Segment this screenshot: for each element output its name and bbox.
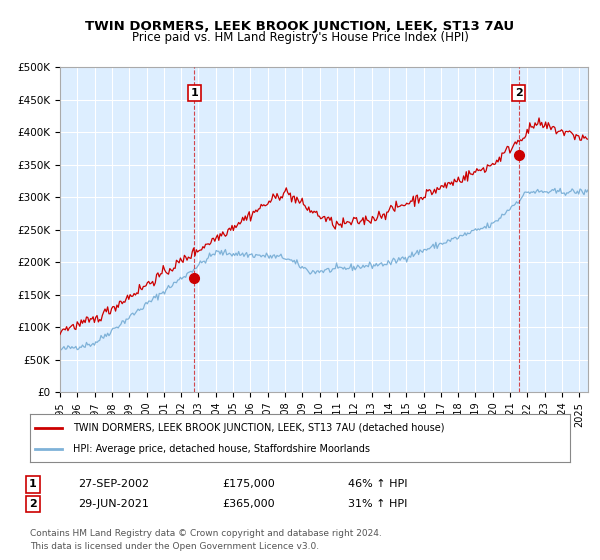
Text: 2: 2 [515,88,523,98]
Text: 2: 2 [29,499,37,509]
Text: 1: 1 [29,479,37,489]
Text: 29-JUN-2021: 29-JUN-2021 [78,499,149,509]
Text: 46% ↑ HPI: 46% ↑ HPI [348,479,407,489]
Text: TWIN DORMERS, LEEK BROOK JUNCTION, LEEK, ST13 7AU: TWIN DORMERS, LEEK BROOK JUNCTION, LEEK,… [85,20,515,32]
Text: HPI: Average price, detached house, Staffordshire Moorlands: HPI: Average price, detached house, Staf… [73,444,370,454]
Text: 31% ↑ HPI: 31% ↑ HPI [348,499,407,509]
Text: £365,000: £365,000 [222,499,275,509]
Text: 27-SEP-2002: 27-SEP-2002 [78,479,149,489]
Text: TWIN DORMERS, LEEK BROOK JUNCTION, LEEK, ST13 7AU (detached house): TWIN DORMERS, LEEK BROOK JUNCTION, LEEK,… [73,423,445,433]
Text: Price paid vs. HM Land Registry's House Price Index (HPI): Price paid vs. HM Land Registry's House … [131,31,469,44]
Text: Contains HM Land Registry data © Crown copyright and database right 2024.
This d: Contains HM Land Registry data © Crown c… [30,529,382,550]
Text: 1: 1 [190,88,198,98]
Text: £175,000: £175,000 [222,479,275,489]
